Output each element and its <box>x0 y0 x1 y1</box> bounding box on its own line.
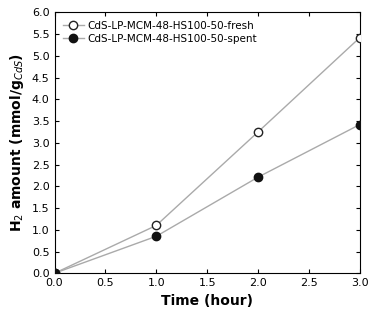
CdS-LP-MCM-48-HS100-50-spent <box>358 123 362 126</box>
CdS-LP-MCM-48-HS100-50-fresh <box>154 223 159 227</box>
CdS-LP-MCM-48-HS100-50-spent <box>256 175 261 179</box>
Legend: CdS-LP-MCM-48-HS100-50-fresh, CdS-LP-MCM-48-HS100-50-spent: CdS-LP-MCM-48-HS100-50-fresh, CdS-LP-MCM… <box>60 18 261 47</box>
Line: CdS-LP-MCM-48-HS100-50-spent: CdS-LP-MCM-48-HS100-50-spent <box>51 120 364 277</box>
CdS-LP-MCM-48-HS100-50-spent <box>154 234 159 238</box>
Line: CdS-LP-MCM-48-HS100-50-fresh: CdS-LP-MCM-48-HS100-50-fresh <box>51 33 364 277</box>
CdS-LP-MCM-48-HS100-50-fresh <box>256 130 261 134</box>
Y-axis label: H$_2$ amount (mmol/g$_{CdS}$): H$_2$ amount (mmol/g$_{CdS}$) <box>8 53 26 232</box>
X-axis label: Time (hour): Time (hour) <box>161 294 253 308</box>
CdS-LP-MCM-48-HS100-50-fresh <box>52 271 57 275</box>
CdS-LP-MCM-48-HS100-50-fresh <box>358 36 362 40</box>
CdS-LP-MCM-48-HS100-50-spent <box>52 271 57 275</box>
